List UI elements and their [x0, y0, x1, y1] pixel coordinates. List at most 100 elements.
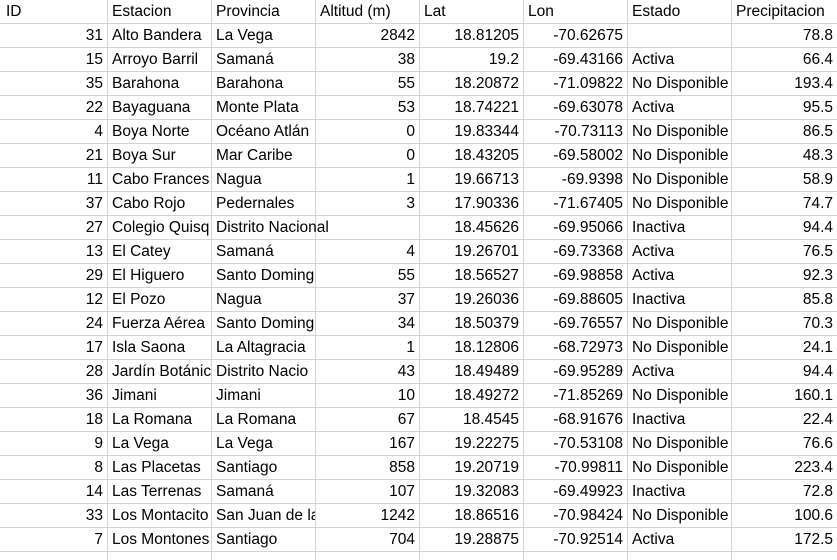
cell-id[interactable]: 9	[0, 432, 108, 456]
cell-altitud[interactable]: 107	[316, 480, 420, 504]
cell-altitud[interactable]: 704	[316, 528, 420, 552]
cell-precipitacion[interactable]: 24.1	[732, 336, 837, 360]
cell-altitud[interactable]: 55	[316, 264, 420, 288]
cell-id[interactable]: 37	[0, 192, 108, 216]
cell-provincia[interactable]: Pedernales	[212, 192, 316, 216]
cell-lat[interactable]: 18.12806	[420, 336, 524, 360]
column-header-precipitacion[interactable]: Precipitacion	[732, 0, 837, 24]
cell-provincia[interactable]: Santiago	[212, 528, 316, 552]
cell-lon[interactable]: -69.98858	[524, 264, 628, 288]
cell-lat[interactable]: 18.4545	[420, 408, 524, 432]
cell-altitud[interactable]: 37	[316, 288, 420, 312]
cell-altitud[interactable]: 0	[316, 144, 420, 168]
column-header-estacion[interactable]: Estacion	[108, 0, 212, 24]
cell-lat[interactable]: 19.2	[420, 48, 524, 72]
cell-precipitacion[interactable]: 72.8	[732, 480, 837, 504]
cell-precipitacion[interactable]: 85.8	[732, 288, 837, 312]
cell-estado[interactable]: No Disponible	[628, 384, 732, 408]
cell-estacion[interactable]: Jardín Botánic	[108, 360, 212, 384]
cell-precipitacion[interactable]: 100.6	[732, 504, 837, 528]
cell-precipitacion[interactable]: 78.8	[732, 24, 837, 48]
cell-lon[interactable]: -69.58002	[524, 144, 628, 168]
cell-lat[interactable]: 18.49272	[420, 384, 524, 408]
cell-estado[interactable]: Inactiva	[628, 216, 732, 240]
cell-lat[interactable]: 19.66713	[420, 168, 524, 192]
cell-estado[interactable]: No Disponible	[628, 336, 732, 360]
cell-provincia[interactable]: Mar Caribe	[212, 144, 316, 168]
cell-lon[interactable]: -69.63078	[524, 96, 628, 120]
cell-estado[interactable]: Activa	[628, 360, 732, 384]
cell-precipitacion[interactable]: 94.4	[732, 216, 837, 240]
cell-altitud[interactable]: 4	[316, 240, 420, 264]
cell-id[interactable]: 24	[0, 312, 108, 336]
cell-precipitacion[interactable]: 74.7	[732, 192, 837, 216]
cell-provincia[interactable]: Santiago	[212, 456, 316, 480]
cell-lon[interactable]: -70.92514	[524, 528, 628, 552]
column-header-lat[interactable]: Lat	[420, 0, 524, 24]
cell-provincia[interactable]: Nagua	[212, 168, 316, 192]
cell-provincia[interactable]: Samaná	[212, 48, 316, 72]
cell-provincia[interactable]: Samaná	[212, 480, 316, 504]
cell-estado[interactable]: Inactiva	[628, 480, 732, 504]
cell-id[interactable]: 31	[0, 24, 108, 48]
cell-altitud[interactable]	[316, 216, 420, 240]
cell-estado[interactable]: Activa	[628, 264, 732, 288]
cell-provincia[interactable]: San Juan de la	[212, 504, 316, 528]
cell-lat[interactable]: 18.86516	[420, 504, 524, 528]
cell-estado[interactable]: No Disponible	[628, 504, 732, 528]
cell-precipitacion[interactable]: 92.3	[732, 264, 837, 288]
cell-id[interactable]: 35	[0, 72, 108, 96]
cell-estacion[interactable]: Cabo Frances	[108, 168, 212, 192]
cell-provincia[interactable]: Barahona	[212, 72, 316, 96]
cell-lat[interactable]: 18.81205	[420, 24, 524, 48]
cell-id[interactable]: 28	[0, 360, 108, 384]
cell-altitud[interactable]: 38	[316, 48, 420, 72]
cell-precipitacion[interactable]: 94.4	[732, 360, 837, 384]
cell-estado[interactable]: No Disponible	[628, 192, 732, 216]
cell-estacion[interactable]: Arroyo Barril	[108, 48, 212, 72]
cell-precipitacion[interactable]: 22.4	[732, 408, 837, 432]
cell-estacion[interactable]: Fuerza Aérea	[108, 312, 212, 336]
cell-provincia[interactable]: Nagua	[212, 288, 316, 312]
cell-estado[interactable]: No Disponible	[628, 120, 732, 144]
cell-precipitacion[interactable]: 160.1	[732, 384, 837, 408]
cell-estacion[interactable]: El Catey	[108, 240, 212, 264]
cell-lat[interactable]: 18.45626	[420, 216, 524, 240]
cell-provincia[interactable]: Santo Doming	[212, 312, 316, 336]
cell-estacion[interactable]: Boya Norte	[108, 120, 212, 144]
cell-lat[interactable]: 19.20719	[420, 456, 524, 480]
cell-altitud[interactable]: 1	[316, 168, 420, 192]
cell-id[interactable]: 18	[0, 408, 108, 432]
cell-lon[interactable]: -71.09822	[524, 72, 628, 96]
cell-provincia[interactable]: Santo Doming	[212, 264, 316, 288]
cell-lat[interactable]: 18.56527	[420, 264, 524, 288]
cell-lat[interactable]	[420, 552, 524, 560]
cell-estacion[interactable]: La Vega	[108, 432, 212, 456]
cell-estacion[interactable]: Los Montones	[108, 528, 212, 552]
cell-precipitacion[interactable]: 70.3	[732, 312, 837, 336]
cell-precipitacion[interactable]: 223.4	[732, 456, 837, 480]
cell-id[interactable]: 27	[0, 216, 108, 240]
cell-estacion[interactable]: Colegio Quisq	[108, 216, 212, 240]
cell-id[interactable]: 4	[0, 120, 108, 144]
cell-altitud[interactable]: 53	[316, 96, 420, 120]
cell-estacion[interactable]: El Higuero	[108, 264, 212, 288]
cell-lon[interactable]: -69.9398	[524, 168, 628, 192]
cell-provincia[interactable]: Océano Atlán	[212, 120, 316, 144]
column-header-id[interactable]: ID	[0, 0, 108, 24]
cell-lon[interactable]: -70.98424	[524, 504, 628, 528]
cell-precipitacion[interactable]: 95.5	[732, 96, 837, 120]
cell-estacion[interactable]: Los Montacito	[108, 504, 212, 528]
cell-lon[interactable]: -69.49923	[524, 480, 628, 504]
cell-provincia[interactable]: Monte Plata	[212, 96, 316, 120]
cell-altitud[interactable]: 1242	[316, 504, 420, 528]
cell-precipitacion[interactable]: 58.9	[732, 168, 837, 192]
cell-lat[interactable]: 18.49489	[420, 360, 524, 384]
column-header-estado[interactable]: Estado	[628, 0, 732, 24]
cell-provincia[interactable]: La Altagracia	[212, 336, 316, 360]
cell-precipitacion[interactable]: 76.5	[732, 240, 837, 264]
cell-precipitacion[interactable]: 48.3	[732, 144, 837, 168]
cell-estacion[interactable]: Jimani	[108, 384, 212, 408]
cell-lat[interactable]: 19.26701	[420, 240, 524, 264]
cell-lon[interactable]: -69.76557	[524, 312, 628, 336]
